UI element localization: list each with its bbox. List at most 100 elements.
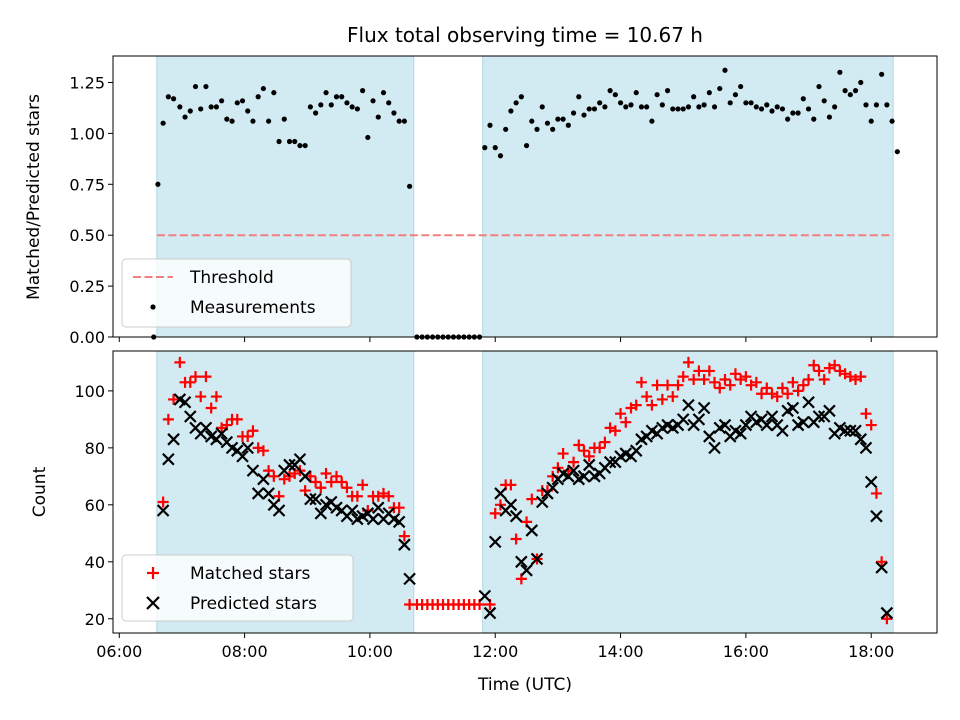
measurement-point xyxy=(482,145,488,151)
top-y-tick-label: 1.00 xyxy=(69,124,105,143)
measurement-point xyxy=(612,92,618,98)
predicted-star-marker xyxy=(504,498,518,512)
predicted-star-marker xyxy=(184,410,197,423)
measurement-point xyxy=(375,114,381,120)
predicted-star-marker xyxy=(488,535,502,549)
predicted-star-marker xyxy=(515,555,528,569)
matched-star-marker xyxy=(688,373,700,385)
measurement-point xyxy=(313,110,319,116)
top-panel: 0.00 0.25 0.50 0.75 1.00 1.25 Matched/Predict… xyxy=(24,55,938,347)
matched-star-marker xyxy=(635,376,647,388)
predicted-star-marker xyxy=(494,487,507,500)
matched-star-marker xyxy=(787,376,799,388)
measurement-point xyxy=(245,108,251,114)
matched-star-marker xyxy=(162,413,174,425)
predicted-star-marker xyxy=(567,464,580,477)
measurement-point xyxy=(503,126,509,132)
measurement-point xyxy=(239,98,246,104)
measurement-point xyxy=(811,116,817,122)
predicted-star-marker xyxy=(864,475,878,489)
matched-star-marker xyxy=(200,371,212,383)
matched-star-marker xyxy=(698,373,710,385)
matched-star-marker xyxy=(174,356,186,368)
matched-star-marker xyxy=(184,376,196,388)
measurement-point xyxy=(266,118,272,124)
predicted-star-marker xyxy=(697,401,711,415)
measurement-point xyxy=(213,104,219,110)
measurement-point xyxy=(339,94,345,100)
matched-star-marker xyxy=(761,382,773,394)
matched-star-marker xyxy=(383,490,395,502)
measurement-point xyxy=(234,100,240,106)
measurement-point xyxy=(560,116,566,122)
measurement-point xyxy=(302,142,308,149)
measurement-point xyxy=(722,67,728,73)
matched-star-marker xyxy=(510,533,522,545)
matched-star-marker xyxy=(803,373,815,385)
predicted-star-marker xyxy=(162,452,175,466)
matched-star-marker xyxy=(341,482,353,494)
top-legend-box xyxy=(121,258,352,328)
measurement-point xyxy=(576,94,582,100)
measurement-point xyxy=(260,85,266,92)
measurement-point xyxy=(696,104,702,110)
x-tick-label: 16:00 xyxy=(723,642,769,661)
matched-star-marker xyxy=(656,393,668,405)
measurement-point xyxy=(779,106,786,112)
measurement-point xyxy=(401,118,407,124)
measurement-point xyxy=(370,98,376,104)
matched-star-marker xyxy=(609,425,621,437)
bottom-y-tick-label: 20 xyxy=(85,610,105,629)
predicted-star-marker xyxy=(802,395,815,409)
measurement-point xyxy=(847,92,853,98)
matched-star-marker xyxy=(325,476,337,488)
predicted-star-marker xyxy=(392,515,406,529)
predicted-star-marker xyxy=(309,492,322,506)
top-x-ticks xyxy=(118,337,872,342)
measurement-point xyxy=(271,90,277,96)
measurement-point xyxy=(602,104,608,110)
measurement-point xyxy=(297,142,303,149)
predicted-star-marker xyxy=(403,572,416,586)
measurement-point xyxy=(617,100,624,106)
measurement-point xyxy=(670,106,676,112)
matched-star-marker xyxy=(489,507,501,519)
predicted-star-marker xyxy=(262,487,275,500)
measurement-point xyxy=(774,104,780,110)
measurement-point xyxy=(250,118,256,124)
measurement-point xyxy=(386,100,392,106)
measurement-point xyxy=(852,88,859,94)
matched-star-marker xyxy=(505,479,517,491)
top-y-tick-label: 0.25 xyxy=(69,277,105,296)
matched-star-marker xyxy=(315,482,327,494)
predicted-star-marker xyxy=(682,398,695,412)
measurement-point xyxy=(879,71,885,77)
predicted-star-marker xyxy=(776,424,789,438)
predicted-star-marker xyxy=(371,501,385,514)
matched-star-marker xyxy=(818,373,830,385)
measurement-point xyxy=(155,181,161,187)
measurement-point xyxy=(307,104,313,110)
predicted-star-marker xyxy=(366,512,380,526)
threshold-legend-label: Threshold xyxy=(189,268,274,288)
predicted-star-marker xyxy=(314,507,328,520)
bottom-y-tick-label: 100 xyxy=(74,382,105,401)
measurements-legend-label: Measurements xyxy=(190,298,316,318)
bottom-legend-box xyxy=(121,554,354,622)
measurement-point xyxy=(349,104,355,110)
predicted-star-marker xyxy=(676,413,690,426)
matched-star-marker xyxy=(667,391,679,403)
measurement-point xyxy=(492,145,498,151)
chart-title: Flux total observing time = 10.67 h xyxy=(347,23,703,47)
predicted-legend-swatch xyxy=(146,596,160,610)
matched-star-marker xyxy=(740,371,752,383)
matched-star-marker xyxy=(157,496,169,508)
measurement-point xyxy=(187,108,193,114)
predicted-star-marker xyxy=(251,487,265,500)
measurement-point xyxy=(328,102,334,108)
x-tick-label: 10:00 xyxy=(347,642,393,661)
matched-star-marker xyxy=(599,436,611,448)
matched-star-marker xyxy=(557,448,569,460)
matched-star-marker xyxy=(646,399,658,411)
measurement-point xyxy=(286,138,293,145)
